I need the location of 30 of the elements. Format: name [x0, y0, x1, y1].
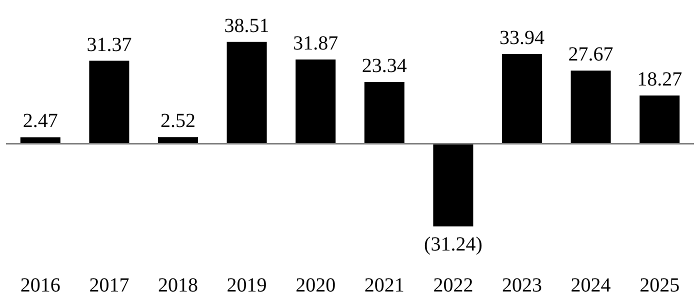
data-label: 38.51	[224, 14, 270, 37]
data-label: 18.27	[637, 68, 682, 90]
x-tick-label: 2024	[570, 274, 611, 296]
bar	[296, 59, 336, 144]
bar	[640, 95, 680, 144]
data-label: 2.52	[160, 110, 196, 132]
data-label: (31.24)	[424, 233, 482, 256]
data-label: 2.47	[22, 110, 58, 132]
x-tick-label: 2021	[364, 274, 404, 296]
bar	[226, 42, 267, 144]
bar	[20, 137, 60, 144]
data-label: 27.67	[568, 44, 614, 66]
bar	[158, 137, 198, 144]
data-label: 31.87	[293, 32, 338, 54]
x-tick-label: 2022	[433, 274, 474, 296]
x-tick-label: 2018	[158, 274, 198, 296]
data-label: 33.94	[500, 26, 544, 49]
bar	[570, 70, 611, 144]
x-tick-label: 2017	[89, 274, 130, 296]
x-tick-label: 2020	[296, 274, 336, 296]
data-label: 31.37	[86, 34, 132, 56]
x-tick-label: 2019	[226, 274, 267, 296]
x-tick-label: 2016	[20, 274, 60, 296]
data-label: 23.34	[362, 55, 407, 78]
bar	[502, 54, 542, 144]
bar	[364, 82, 404, 144]
bar	[433, 144, 474, 226]
x-tick-label: 2023	[502, 274, 542, 296]
x-tick-label: 2025	[640, 274, 680, 296]
bar	[89, 60, 130, 144]
